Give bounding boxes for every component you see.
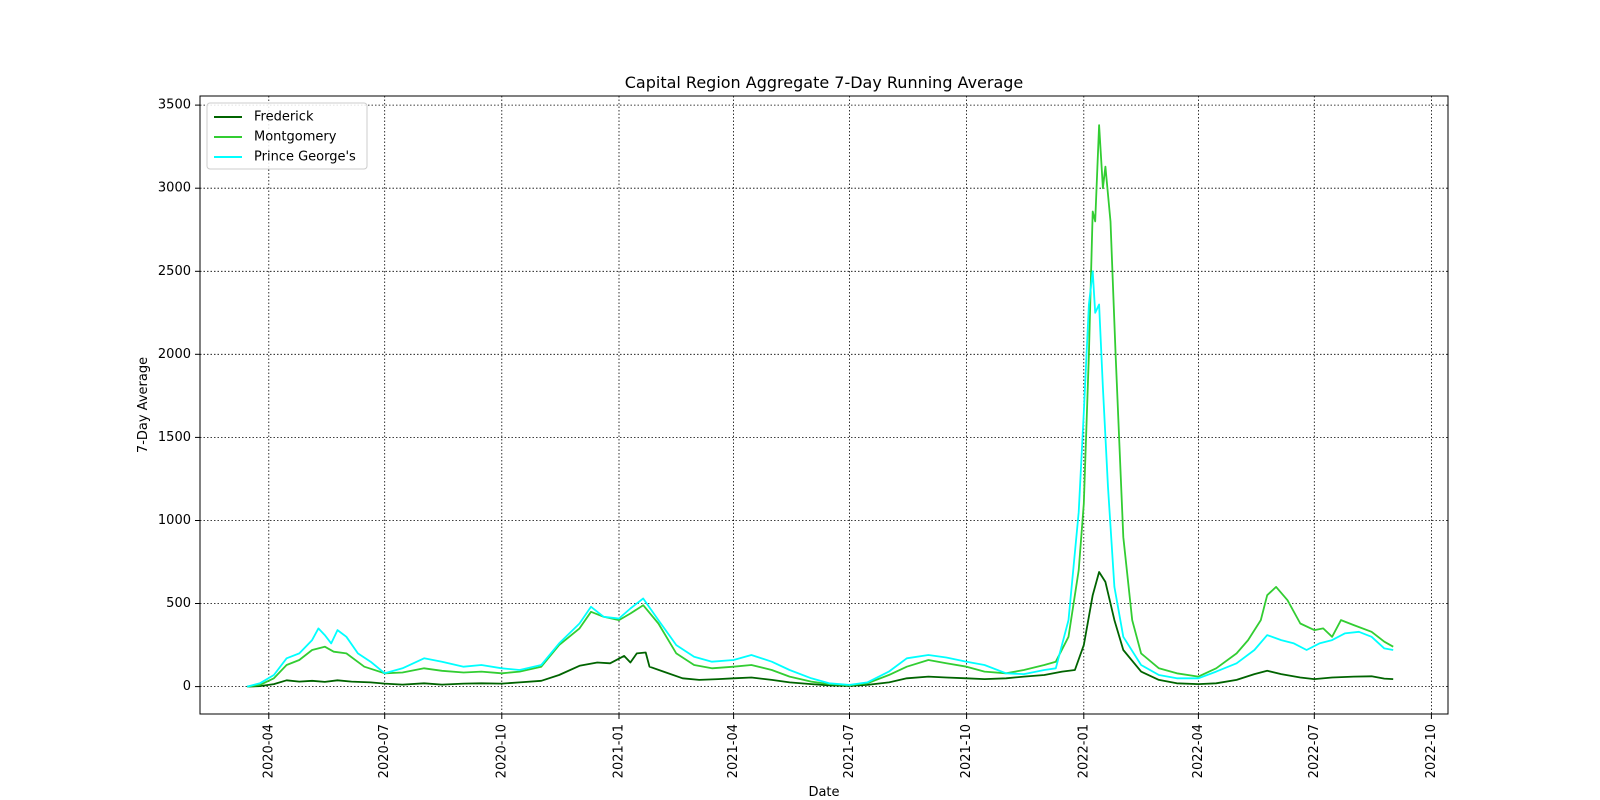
legend-label: Prince George's — [254, 150, 356, 165]
plot-lines — [246, 124, 1394, 688]
x-tick-label: 2021-04 — [726, 724, 741, 778]
y-tick-label: 3000 — [158, 181, 191, 196]
x-tick-label: 2021-10 — [959, 724, 974, 778]
series-line-2 — [246, 270, 1394, 688]
legend: Frederick Montgomery Prince George's — [206, 102, 368, 170]
y-tick-label: 2000 — [158, 347, 191, 362]
x-tick-label: 2021-07 — [842, 724, 857, 778]
legend-box — [206, 102, 368, 170]
y-tick-label: 2500 — [158, 264, 191, 279]
x-tick-label: 2020-10 — [494, 724, 509, 778]
x-tick-label: 2022-10 — [1424, 724, 1439, 778]
chart-title: Capital Region Aggregate 7-Day Running A… — [625, 73, 1024, 92]
y-tick-label: 0 — [183, 679, 191, 694]
y-axis-ticks: 0 500 1000 1500 2000 2500 3000 3500 — [158, 98, 200, 694]
legend-label: Montgomery — [254, 130, 337, 145]
legend-entries: Frederick Montgomery Prince George's — [214, 110, 356, 165]
x-axis-ticks: 2020-04 2020-07 2020-10 2021-01 2021-04 2021-… — [261, 714, 1439, 778]
x-axis-label: Date — [808, 785, 839, 800]
y-tick-label: 3500 — [158, 98, 191, 113]
series-line-0 — [247, 571, 1394, 688]
x-tick-label: 2022-07 — [1307, 724, 1322, 778]
x-tick-label: 2022-04 — [1191, 724, 1206, 778]
x-tick-label: 2020-04 — [261, 724, 276, 778]
x-tick-label: 2022-01 — [1076, 724, 1091, 778]
y-tick-label: 500 — [166, 596, 191, 611]
y-tick-label: 1500 — [158, 430, 191, 445]
x-tick-label: 2020-07 — [377, 724, 392, 778]
series-line-1 — [246, 124, 1394, 688]
legend-label: Frederick — [254, 110, 314, 125]
y-axis-label: 7-Day Average — [136, 357, 151, 453]
plot-frame — [199, 95, 1449, 715]
x-tick-label: 2021-01 — [612, 724, 627, 778]
grid — [200, 96, 1448, 714]
y-tick-label: 1000 — [158, 513, 191, 528]
